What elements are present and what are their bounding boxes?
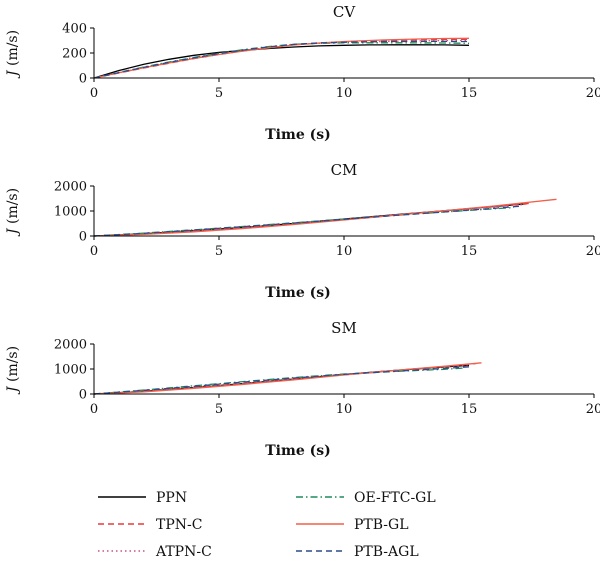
y-tick-label: 2000	[54, 338, 87, 353]
y-axis-label-unit: (m/s)	[5, 188, 21, 229]
x-tick-label: 15	[461, 402, 478, 417]
legend-label: PTB-GL	[354, 517, 409, 533]
x-axis-label: Time (s)	[265, 285, 330, 301]
chart-panel-cv: CV 0 200 400 0 5 10 15 20 J (m/s) Time (s)	[5, 3, 600, 143]
y-tick-label: 200	[62, 47, 87, 62]
x-tick-label: 20	[586, 402, 600, 417]
legend-label: ATPN-C	[155, 544, 212, 560]
x-tick-label: 5	[215, 402, 223, 417]
y-axis-label: J (m/s)	[5, 30, 21, 79]
y-tick-label: 2000	[54, 180, 87, 195]
legend-item-ptbagl: PTB-AGL	[296, 544, 419, 560]
chart-title: CM	[331, 161, 358, 179]
legend-label: PPN	[156, 490, 187, 506]
y-tick-label: 1000	[54, 363, 87, 378]
x-tick-label: 10	[336, 402, 353, 417]
x-tick-label: 15	[461, 86, 478, 101]
legend-label: OE-FTC-GL	[354, 490, 436, 506]
y-axis-label: J (m/s)	[5, 346, 21, 395]
chart-panel-sm: SM 0 1000 2000 0 5 10 15 20 J (m/s) Time (s)	[5, 319, 600, 459]
chart-panel-cm: CM 0 1000 2000 0 5 10 15 20 J (m/s) Time (s)	[5, 161, 600, 301]
legend-item-ppn: PPN	[98, 490, 187, 506]
y-axis-label-symbol: J	[5, 385, 21, 395]
y-tick-label: 1000	[54, 205, 87, 220]
legend: PPN TPN-C ATPN-C OE-FTC-GL PTB-GL PTB-AGL	[98, 490, 436, 560]
y-tick-label: 0	[79, 230, 87, 245]
legend-item-oeftcgl: OE-FTC-GL	[296, 490, 436, 506]
legend-label: PTB-AGL	[354, 544, 419, 560]
x-tick-label: 15	[461, 244, 478, 259]
chart-title: SM	[331, 319, 357, 337]
x-tick-label: 20	[586, 86, 600, 101]
legend-label: TPN-C	[156, 517, 202, 533]
legend-item-ptbgl: PTB-GL	[296, 517, 409, 533]
y-tick-label: 0	[79, 388, 87, 403]
series-line-ptbagl	[93, 205, 520, 237]
x-tick-label: 10	[336, 244, 353, 259]
series-line-ptbgl	[93, 362, 482, 395]
x-tick-label: 0	[90, 244, 98, 259]
series-line-ptbgl	[93, 198, 557, 237]
y-tick-label: 400	[62, 22, 87, 37]
x-axis-label: Time (s)	[265, 127, 330, 143]
legend-item-tpnc: TPN-C	[98, 517, 202, 533]
x-tick-label: 0	[90, 86, 98, 101]
y-tick-label: 0	[79, 72, 87, 87]
y-axis-label-symbol: J	[5, 227, 21, 237]
y-axis-label-unit: (m/s)	[5, 346, 21, 387]
series-line-ptbagl	[93, 366, 470, 395]
x-tick-label: 0	[90, 402, 98, 417]
x-axis-label: Time (s)	[265, 443, 330, 459]
x-tick-label: 10	[336, 86, 353, 101]
chart-title: CV	[333, 3, 356, 21]
x-tick-label: 5	[215, 86, 223, 101]
series-line-ptbagl	[93, 40, 470, 79]
x-tick-label: 5	[215, 244, 223, 259]
y-axis-label-symbol: J	[5, 69, 21, 79]
y-axis-label: J (m/s)	[5, 188, 21, 237]
y-axis-label-unit: (m/s)	[5, 30, 21, 71]
series-line-ppn	[93, 44, 470, 79]
x-tick-label: 20	[586, 244, 600, 259]
legend-item-atpnc: ATPN-C	[98, 544, 212, 560]
